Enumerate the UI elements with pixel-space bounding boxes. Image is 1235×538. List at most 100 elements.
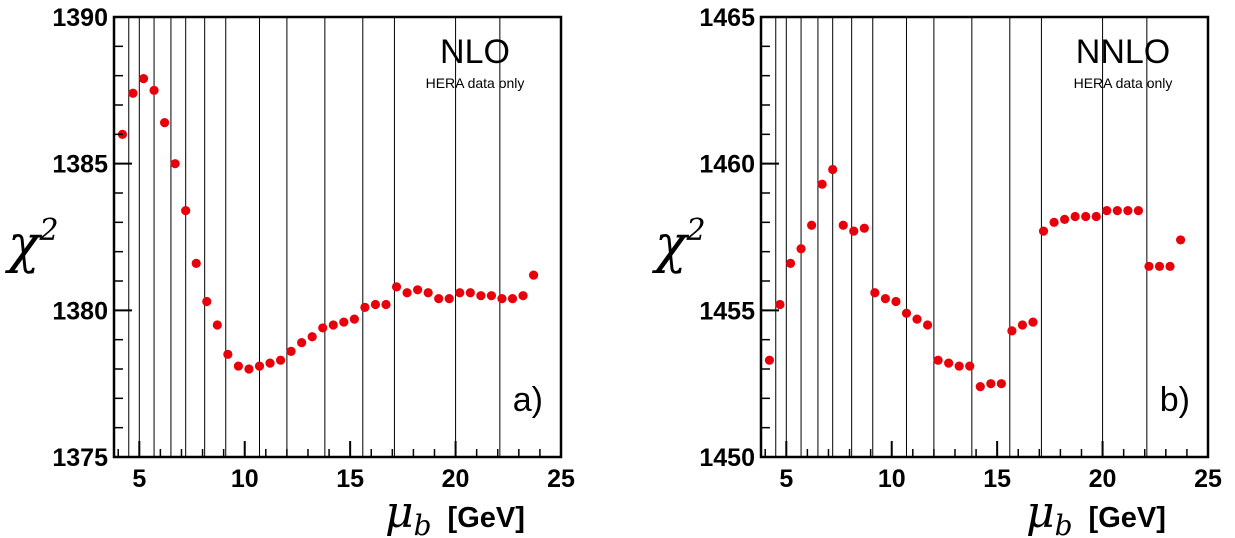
x-axis-unit: [GeV] (1089, 502, 1166, 534)
data-point-29 (1070, 211, 1080, 222)
y-axis-label: χ2 (4, 213, 59, 275)
data-point-22 (996, 379, 1006, 389)
data-point-12 (244, 364, 254, 374)
data-point-38 (518, 291, 528, 301)
axis-ticks (114, 16, 562, 458)
x-tick-label-0: 5 (779, 465, 793, 493)
data-point-33 (1112, 206, 1122, 216)
y-tick-labels: 1450 1455 1460 1465 (699, 4, 755, 472)
y-tick-label-2: 1385 (52, 151, 108, 179)
x-tick-labels: 5 10 15 20 25 (132, 465, 575, 493)
data-point-7 (838, 220, 848, 230)
data-point-9 (859, 223, 869, 233)
data-point-28 (1060, 214, 1070, 224)
data-point-34 (476, 291, 486, 301)
data-point-12 (891, 296, 901, 307)
panel-label: a) (513, 381, 543, 419)
data-point-23 (360, 302, 370, 312)
x-tick-label-2: 15 (983, 465, 1011, 493)
x-axis-label: μb [GeV] (1026, 487, 1166, 538)
data-point-16 (286, 346, 296, 356)
data-points (764, 164, 1186, 392)
panel-title: NLO (440, 33, 510, 71)
data-point-17 (944, 358, 954, 368)
x-tick-label-4: 25 (547, 465, 575, 493)
data-point-36 (1144, 261, 1154, 271)
y-tick-label-3: 1390 (52, 4, 108, 32)
data-point-14 (265, 358, 275, 368)
y-tick-label-1: 1455 (699, 297, 755, 325)
panel-title: NNLO (1076, 33, 1170, 71)
data-point-11 (880, 294, 891, 304)
data-point-24 (370, 299, 381, 310)
data-point-29 (423, 288, 433, 298)
x-tick-label-1: 10 (231, 465, 259, 493)
x-axis-symbol: μ (1026, 487, 1055, 538)
data-point-4 (807, 220, 817, 230)
data-point-5 (817, 179, 827, 189)
data-point-0 (764, 355, 775, 365)
data-point-15 (922, 320, 933, 330)
data-point-35 (486, 291, 497, 301)
data-points (117, 74, 539, 374)
data-point-34 (1123, 206, 1133, 216)
data-point-2 (785, 258, 796, 268)
data-point-39 (1175, 235, 1186, 245)
data-point-7 (191, 258, 201, 268)
panel-a: 5 10 15 20 25 1375 1380 1385 1390 NLO HERA data… (4, 4, 575, 538)
x-axis-symbol: μ (385, 487, 414, 538)
plot-frame (759, 15, 1210, 459)
x-tick-label-0: 5 (132, 465, 146, 493)
vertical-lines (775, 17, 1148, 457)
x-tick-label-3: 20 (1089, 465, 1117, 493)
panel-subtitle: HERA data only (426, 75, 525, 91)
data-point-13 (901, 308, 912, 318)
data-point-20 (975, 382, 985, 392)
data-point-31 (444, 294, 454, 304)
vertical-lines (128, 17, 501, 457)
y-axis-symbol: χ (651, 215, 690, 275)
data-point-35 (1133, 206, 1144, 216)
data-point-37 (1154, 261, 1165, 271)
data-point-38 (1165, 261, 1175, 271)
data-point-19 (318, 323, 328, 333)
x-tick-label-4: 25 (1194, 465, 1222, 493)
data-point-16 (933, 355, 943, 365)
panel-label: b) (1160, 381, 1190, 419)
data-point-13 (254, 361, 265, 371)
y-axis-label: χ2 (651, 213, 706, 275)
data-point-1 (128, 88, 138, 98)
data-point-14 (912, 314, 922, 324)
data-point-26 (391, 282, 402, 292)
x-axis-subscript: b (414, 509, 432, 538)
data-point-27 (402, 288, 412, 298)
y-axis-symbol: χ (4, 215, 43, 275)
data-point-4 (160, 118, 170, 128)
x-tick-label-2: 15 (336, 465, 364, 493)
x-axis-label: μb [GeV] (385, 487, 525, 538)
data-point-36 (497, 294, 507, 304)
panel-subtitle: HERA data only (1074, 75, 1173, 91)
data-point-37 (507, 294, 518, 304)
y-tick-label-0: 1375 (52, 444, 108, 472)
data-point-25 (381, 299, 391, 310)
data-point-32 (455, 288, 465, 298)
data-point-31 (1091, 211, 1101, 222)
data-point-3 (796, 244, 806, 254)
x-tick-label-3: 20 (442, 465, 470, 493)
data-point-9 (212, 320, 222, 330)
data-point-11 (233, 361, 244, 371)
data-point-33 (465, 288, 475, 298)
data-point-24 (1017, 320, 1028, 330)
data-point-32 (1102, 206, 1112, 216)
data-point-28 (413, 285, 423, 295)
x-axis-unit: [GeV] (448, 502, 525, 534)
y-tick-label-0: 1450 (699, 444, 755, 472)
data-point-20 (328, 320, 338, 330)
y-tick-labels: 1375 1380 1385 1390 (52, 4, 108, 472)
data-point-19 (965, 361, 975, 371)
data-point-10 (223, 349, 233, 359)
data-point-30 (434, 294, 444, 304)
plot-frame (112, 15, 563, 459)
